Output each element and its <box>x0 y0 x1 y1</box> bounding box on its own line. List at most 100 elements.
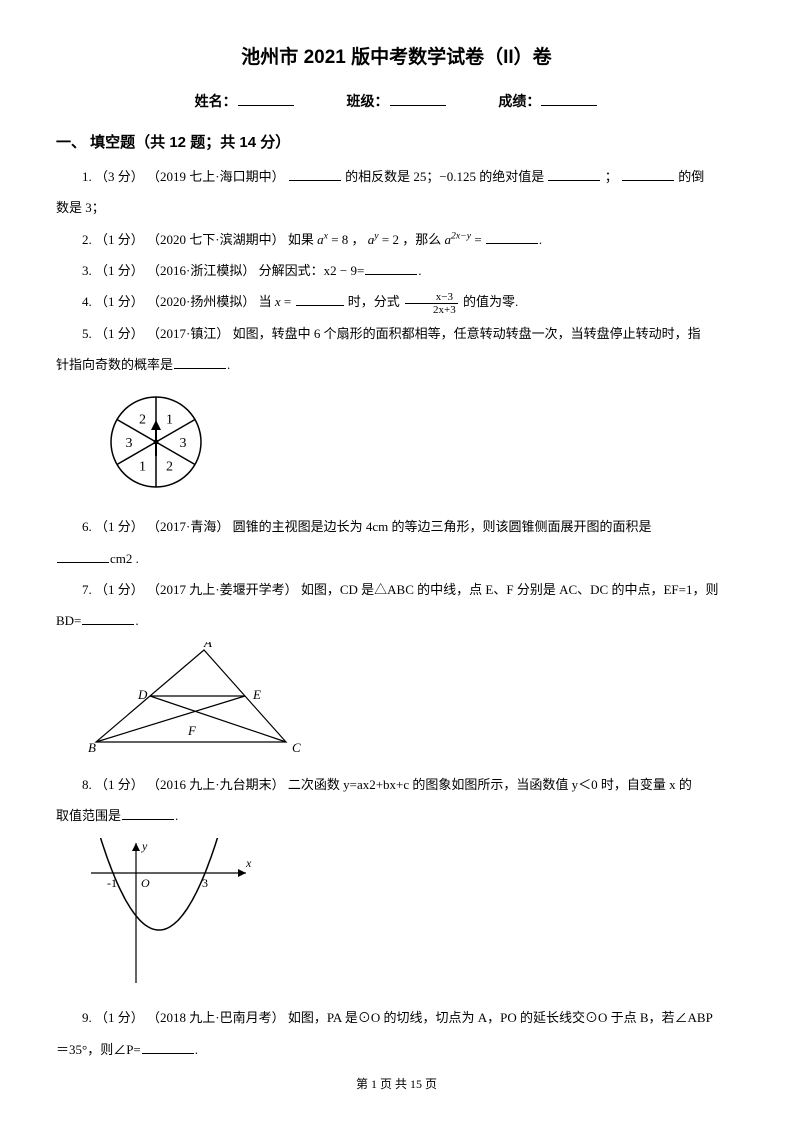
q-text: 当 <box>259 294 275 309</box>
answer-blank[interactable] <box>365 261 417 275</box>
frac-den: 2x+3 <box>405 304 458 316</box>
section-heading: 一、 填空题（共 12 题；共 14 分） <box>56 129 737 158</box>
triangle-diagram: A B C D E F <box>86 642 737 763</box>
spinner-diagram: 132132 <box>86 387 737 506</box>
answer-blank[interactable] <box>548 167 600 181</box>
q-text: . <box>418 263 421 278</box>
q-points: （1 分） <box>95 326 144 341</box>
q-points: （1 分） <box>95 232 144 247</box>
class-blank[interactable] <box>390 91 446 106</box>
svg-text:2: 2 <box>139 412 146 427</box>
question-6-line2: cm2 . <box>56 545 737 572</box>
answer-blank[interactable] <box>174 355 226 369</box>
svg-text:3: 3 <box>180 436 187 451</box>
q-text: 如果 <box>288 232 317 247</box>
answer-blank[interactable] <box>122 806 174 820</box>
math-exp: x <box>324 230 328 241</box>
q-num: 8. <box>82 777 92 792</box>
q-source: （2016·浙江模拟） <box>147 263 255 278</box>
svg-text:D: D <box>137 687 148 702</box>
fraction: x−3 2x+3 <box>405 291 458 316</box>
q-num: 4. <box>82 294 92 309</box>
question-1: 1. （3 分） （2019 七上·海口期中） 的相反数是 25；−0.125 … <box>56 163 737 190</box>
q-text: = <box>474 232 485 247</box>
student-info-row: 姓名： 班级： 成绩： <box>56 88 737 115</box>
q-text: 二次函数 y=ax2+bx+c 的图象如图所示，当函数值 y＜0 时，自变量 x… <box>288 777 692 792</box>
name-label: 姓名： <box>195 93 237 109</box>
q-text: 分解因式：x2 − 9= <box>259 263 365 278</box>
q-points: （1 分） <box>95 519 144 534</box>
q-num: 3. <box>82 263 92 278</box>
svg-text:F: F <box>187 723 197 738</box>
frac-num: x−3 <box>405 291 458 304</box>
q-source: （2019 七上·海口期中） <box>147 169 285 184</box>
question-4: 4. （1 分） （2020·扬州模拟） 当 x = 时，分式 x−3 2x+3… <box>56 288 737 316</box>
answer-blank[interactable] <box>486 229 538 243</box>
q-text: 如图，PA 是⊙O 的切线，切点为 A，PO 的延长线交⊙O 于点 B，若∠AB… <box>288 1010 713 1025</box>
q-points: （3 分） <box>95 169 144 184</box>
svg-text:-1: -1 <box>107 876 117 890</box>
answer-blank[interactable] <box>622 167 674 181</box>
q-num: 6. <box>82 519 92 534</box>
question-8-line2: 取值范围是. <box>56 802 737 829</box>
answer-blank[interactable] <box>82 611 134 625</box>
math-exp: y <box>374 230 378 241</box>
svg-text:x: x <box>245 856 252 870</box>
q-text: ； <box>605 169 618 184</box>
question-3: 3. （1 分） （2016·浙江模拟） 分解因式：x2 − 9=. <box>56 257 737 284</box>
svg-text:1: 1 <box>139 459 146 474</box>
svg-text:1: 1 <box>166 412 173 427</box>
q-num: 7. <box>82 582 92 597</box>
q-text: . <box>135 613 138 628</box>
question-9: 9. （1 分） （2018 九上·巴南月考） 如图，PA 是⊙O 的切线，切点… <box>56 1004 737 1031</box>
q-source: （2016 九上·九台期末） <box>147 777 285 792</box>
q-text: . <box>227 357 230 372</box>
question-5-line2: 针指向奇数的概率是. <box>56 351 737 378</box>
q-text: 如图，转盘中 6 个扇形的面积都相等，任意转动转盘一次，当转盘停止转动时，指 <box>233 326 701 341</box>
question-2: 2. （1 分） （2020 七下·滨湖期中） 如果 ax = 8 ， ay =… <box>56 226 737 253</box>
q-text: . <box>539 232 542 247</box>
q-text: 如图，CD 是△ABC 的中线，点 E、F 分别是 AC、DC 的中点，EF=1… <box>301 582 719 597</box>
q-text: . <box>195 1042 198 1057</box>
q-num: 2. <box>82 232 92 247</box>
svg-text:A: A <box>203 642 212 650</box>
svg-text:O: O <box>141 876 150 890</box>
q-num: 1. <box>82 169 92 184</box>
answer-blank[interactable] <box>57 548 109 562</box>
question-8: 8. （1 分） （2016 九上·九台期末） 二次函数 y=ax2+bx+c … <box>56 771 737 798</box>
page-title: 池州市 2021 版中考数学试卷（II）卷 <box>56 40 737 76</box>
q-text: = <box>284 294 295 309</box>
page-footer: 第 1 页 共 15 页 <box>0 1073 793 1096</box>
q-text: 圆锥的主视图是边长为 4cm 的等边三角形，则该圆锥侧面展开图的面积是 <box>233 519 652 534</box>
name-blank[interactable] <box>238 91 294 106</box>
q-text: 的倒 <box>678 169 704 184</box>
q-num: 5. <box>82 326 92 341</box>
question-5: 5. （1 分） （2017·镇江） 如图，转盘中 6 个扇形的面积都相等，任意… <box>56 320 737 347</box>
score-blank[interactable] <box>541 91 597 106</box>
q-text: cm2 . <box>110 551 139 566</box>
q-source: （2017·青海） <box>147 519 229 534</box>
q-points: （1 分） <box>95 582 144 597</box>
svg-text:B: B <box>88 740 96 754</box>
q-text: 针指向奇数的概率是 <box>56 357 173 372</box>
answer-blank[interactable] <box>289 167 341 181</box>
q-source: （2020 七下·滨湖期中） <box>147 232 285 247</box>
class-label: 班级： <box>347 93 389 109</box>
answer-blank[interactable] <box>296 292 344 306</box>
math-exp: 2x−y <box>451 230 471 241</box>
svg-text:3: 3 <box>202 876 208 890</box>
svg-text:E: E <box>252 687 261 702</box>
q-text: = 8 ， <box>331 232 368 247</box>
question-7-line2: BD=. <box>56 607 737 634</box>
svg-text:C: C <box>292 740 301 754</box>
q-points: （1 分） <box>95 294 144 309</box>
q-source: （2017·镇江） <box>147 326 229 341</box>
q-text: = 2 ，那么 <box>382 232 445 247</box>
q-source: （2018 九上·巴南月考） <box>147 1010 285 1025</box>
q-points: （1 分） <box>95 777 144 792</box>
answer-blank[interactable] <box>142 1039 194 1053</box>
parabola-diagram: Oxy-13 <box>86 838 737 997</box>
question-6: 6. （1 分） （2017·青海） 圆锥的主视图是边长为 4cm 的等边三角形… <box>56 513 737 540</box>
svg-text:2: 2 <box>166 459 173 474</box>
score-label: 成绩： <box>498 93 540 109</box>
